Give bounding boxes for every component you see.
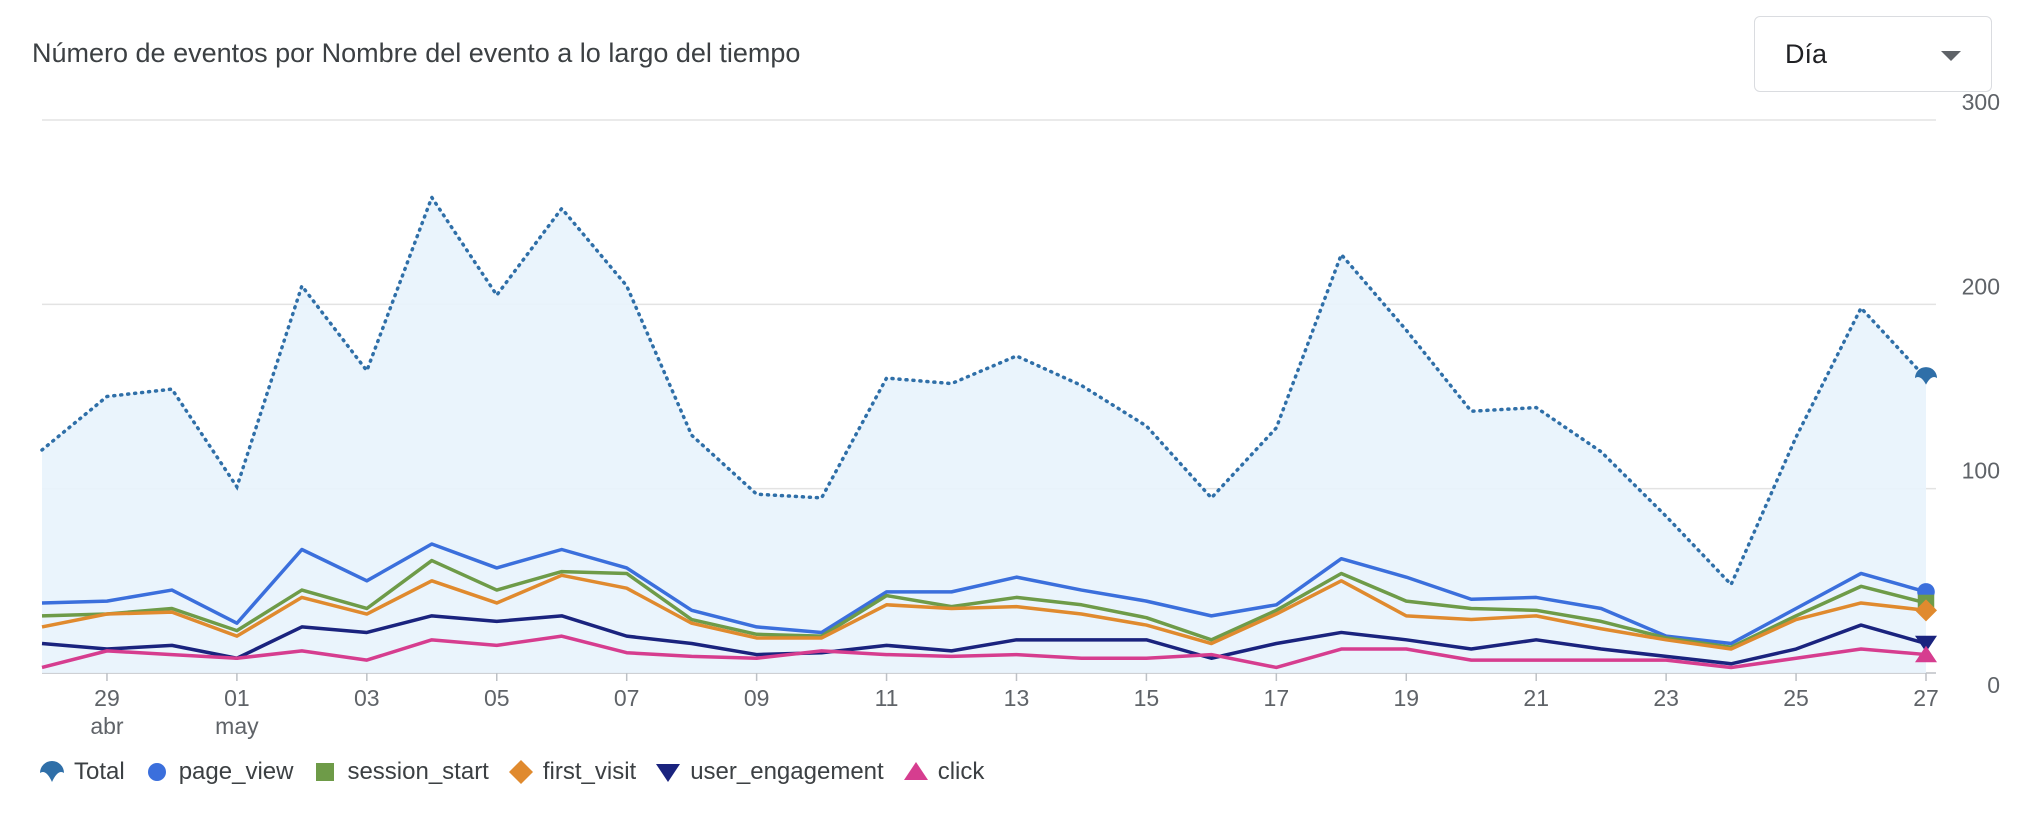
x-tick-label: 17 [1264, 685, 1290, 711]
legend-item[interactable]: user_engagement [654, 758, 884, 786]
chevron-down-icon [1941, 51, 1961, 61]
x-tick-label: 01 [224, 685, 250, 711]
legend-item[interactable]: Total [38, 758, 125, 786]
y-tick-label: 100 [1962, 458, 2000, 484]
legend-label: session_start [347, 758, 489, 785]
circle-icon [147, 763, 166, 781]
umbrella-icon [1915, 367, 1937, 385]
triangle-down-marker [1915, 635, 1937, 653]
series-line-page-view [41, 542, 1927, 646]
series-line-click [41, 634, 1927, 670]
x-tick-label: 15 [1134, 685, 1160, 711]
y-tick-label: 0 [1987, 672, 2000, 698]
triangle-up-marker [1915, 645, 1937, 663]
x-tick-month-label: may [215, 713, 259, 739]
umbrella-icon [40, 761, 64, 782]
triangle-down-icon [656, 764, 681, 782]
legend-label: Total [74, 758, 125, 785]
legend-item[interactable]: page_view [143, 758, 294, 786]
diamond-marker [1915, 599, 1937, 622]
legend-item[interactable]: session_start [311, 758, 489, 786]
legend-label: user_engagement [690, 758, 884, 785]
x-tick-label: 29 [94, 685, 120, 711]
y-tick-label: 200 [1962, 273, 2000, 299]
granularity-select[interactable]: Día [1754, 16, 1992, 92]
x-tick-label: 05 [484, 685, 510, 711]
legend-label: first_visit [542, 758, 637, 785]
x-tick-label: 07 [614, 685, 640, 711]
legend-item[interactable]: click [902, 758, 985, 786]
granularity-select-value: Día [1785, 39, 1828, 69]
series-line-first-visit [41, 573, 1927, 651]
x-tick-label: 27 [1913, 685, 1939, 711]
x-tick-label: 21 [1523, 685, 1549, 711]
legend-label: page_view [178, 758, 294, 785]
chart-legend: Total page_view session_start first_visit us… [38, 758, 1002, 786]
series-line-user-engagement [41, 614, 1927, 666]
x-tick-label: 03 [354, 685, 380, 711]
legend-item[interactable]: first_visit [507, 758, 636, 786]
x-tick-label: 25 [1783, 685, 1809, 711]
legend-label: click [937, 758, 985, 785]
x-tick-label: 23 [1653, 685, 1679, 711]
diamond-icon [508, 760, 533, 784]
square-icon [316, 763, 335, 781]
x-tick-label: 19 [1393, 685, 1419, 711]
series-line-session-start [41, 558, 1927, 649]
series-line-total [40, 193, 1928, 588]
x-tick-label: 09 [744, 685, 770, 711]
triangle-up-icon [903, 762, 928, 780]
x-tick-label: 13 [1004, 685, 1030, 711]
chart-title: Número de eventos por Nombre del evento … [32, 38, 801, 68]
y-tick-label: 300 [1962, 89, 2000, 115]
x-tick-label: 11 [875, 685, 899, 711]
x-tick-month-label: abr [90, 713, 124, 739]
series-area-total [42, 197, 1926, 674]
